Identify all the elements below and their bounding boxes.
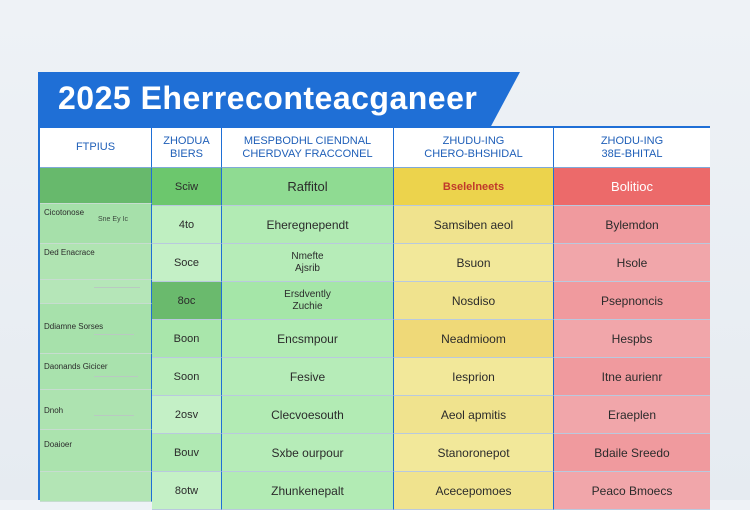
left-row <box>40 472 152 502</box>
table-cell: Bouv <box>152 434 222 472</box>
left-row-label: Dnoh <box>44 406 64 415</box>
left-row: Ddiamne Sorses <box>40 304 152 354</box>
table-cell: Clecvoesouth <box>222 396 394 434</box>
left-row: Dnoh <box>40 390 152 430</box>
left-row <box>40 168 152 204</box>
header-col-1: ZHODUA BIERS <box>152 128 222 168</box>
left-row-label: Daonands Gicicer <box>44 362 108 371</box>
table-cell: Ersdvently Zuchie <box>222 282 394 320</box>
divider <box>94 376 138 377</box>
column-left: FTPIUS Cicotonose Sne Ey Ic Ded Enacrace… <box>40 128 152 502</box>
table-cell: Samsiben aeol <box>394 206 554 244</box>
header-col-2: MESPBODHL CIENDNAL CHERDVAY FRACCONEL <box>222 128 394 168</box>
left-row-label: Ded Enacrace <box>44 248 95 257</box>
left-row: Doaioer <box>40 430 152 472</box>
divider <box>94 287 140 288</box>
header-col-3: ZHUDU-ING CHERO-BHSHIDAL <box>394 128 554 168</box>
table-cell: Stanoronepot <box>394 434 554 472</box>
title-banner: 2025 Eherreconteacganeer <box>38 72 520 126</box>
header-text: 38E-BHITAL <box>601 147 663 160</box>
table-cell: Raffitol <box>222 168 394 206</box>
table-cell: Bdaile Sreedo <box>554 434 710 472</box>
left-row-label: Doaioer <box>44 440 73 449</box>
page-title: 2025 Eherreconteacganeer <box>58 80 478 116</box>
header-text: CHERO-BHSHIDAL <box>424 147 523 160</box>
divider <box>94 334 134 335</box>
header-text: ZHUDU-ING <box>442 134 505 147</box>
table-cell: Aeol apmitis <box>394 396 554 434</box>
table-cell: Encsmpour <box>222 320 394 358</box>
left-row: Daonands Gicicer <box>40 354 152 390</box>
table-cell: Sciw <box>152 168 222 206</box>
table-cell: 2osv <box>152 396 222 434</box>
table-cell: Soce <box>152 244 222 282</box>
left-row <box>40 280 152 304</box>
table-cell: Sxbe ourpour <box>222 434 394 472</box>
table-cell: 4to <box>152 206 222 244</box>
table-cell: Neadmioom <box>394 320 554 358</box>
table-cell: Boon <box>152 320 222 358</box>
left-row: Cicotonose Sne Ey Ic <box>40 204 152 244</box>
divider <box>94 415 134 416</box>
left-row-sub: Sne Ey Ic <box>98 216 128 223</box>
table-cell: Nosdiso <box>394 282 554 320</box>
table-cell: Nmefte Ajsrib <box>222 244 394 282</box>
header-text: BIERS <box>169 147 203 160</box>
comparison-table: FTPIUS Cicotonose Sne Ey Ic Ded Enacrace… <box>38 126 710 510</box>
column-1: ZHODUA BIERS Sciw 4to Soce 8oc Boon Soon… <box>152 128 222 510</box>
header-col-4: ZHODU-ING 38E-BHITAL <box>554 128 710 168</box>
table-cell: Hsole <box>554 244 710 282</box>
left-row-label: Ddiamne Sorses <box>44 322 104 331</box>
header-text: ZHODU-ING <box>600 134 664 147</box>
table-cell: Itne aurienr <box>554 358 710 396</box>
table-cell: Bselelneets <box>394 168 554 206</box>
table-cell: Bsuon <box>394 244 554 282</box>
table-cell: 8otw <box>152 472 222 510</box>
left-row-label: Cicotonose <box>44 208 85 217</box>
header-text: MESPBODHL CIENDNAL <box>243 134 372 147</box>
table-cell: Zhunkenepalt <box>222 472 394 510</box>
header-text: FTPIUS <box>75 141 116 153</box>
table-cell: Iesprion <box>394 358 554 396</box>
column-3: ZHUDU-ING CHERO-BHSHIDAL Bselelneets Sam… <box>394 128 554 510</box>
column-2: MESPBODHL CIENDNAL CHERDVAY FRACCONEL Ra… <box>222 128 394 510</box>
header-col-0: FTPIUS <box>40 128 152 168</box>
table-cell: Peaco Bmoecs <box>554 472 710 510</box>
column-4: ZHODU-ING 38E-BHITAL Bolitioc Bylemdon H… <box>554 128 710 510</box>
table-cell: Soon <box>152 358 222 396</box>
table-cell: Acecepomoes <box>394 472 554 510</box>
table-cell: 8oc <box>152 282 222 320</box>
table-cell: Hespbs <box>554 320 710 358</box>
left-row: Ded Enacrace <box>40 244 152 280</box>
table-cell: Eraeplen <box>554 396 710 434</box>
table-cell: Bylemdon <box>554 206 710 244</box>
table-cell: Bolitioc <box>554 168 710 206</box>
header-text: ZHODUA <box>163 134 210 147</box>
table-cell: Psepnoncis <box>554 282 710 320</box>
header-text: CHERDVAY FRACCONEL <box>242 147 373 160</box>
table-cell: Eheregnependt <box>222 206 394 244</box>
table-cell: Fesive <box>222 358 394 396</box>
